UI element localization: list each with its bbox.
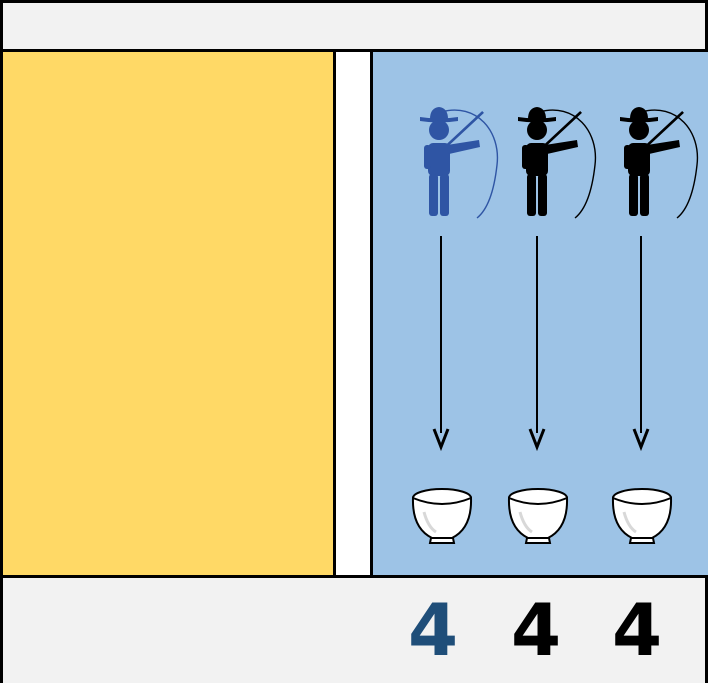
arrow-2 (528, 236, 546, 452)
arrow-1 (432, 236, 450, 452)
top-bar (3, 3, 705, 52)
scene (411, 107, 699, 545)
fisherman-1 (420, 107, 499, 219)
bowl-1 (411, 487, 473, 545)
bowl-2 (507, 487, 569, 545)
yellow-panel (3, 52, 336, 575)
fisherman-3 (620, 107, 699, 219)
fisherman-2 (518, 107, 597, 219)
count-1: 4 (407, 588, 459, 672)
arrow-3 (632, 236, 650, 452)
count-2: 4 (510, 588, 562, 672)
bowl-3 (611, 487, 673, 545)
bottom-bar: 4 4 4 (3, 575, 705, 683)
count-3: 4 (611, 588, 663, 672)
